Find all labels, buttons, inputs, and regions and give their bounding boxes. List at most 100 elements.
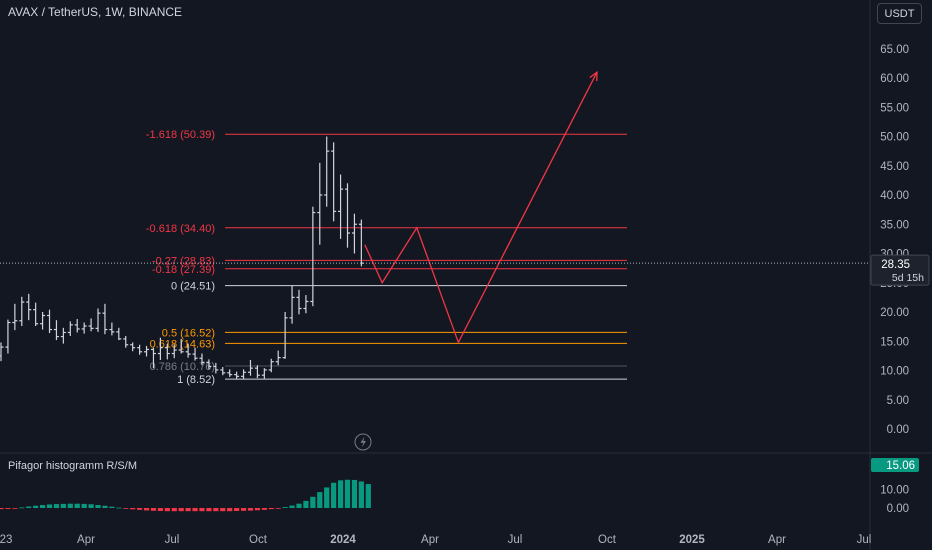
projection-path[interactable] — [364, 71, 598, 345]
candle — [67, 321, 73, 336]
histogram-bar — [324, 487, 330, 508]
candle — [5, 319, 11, 354]
indicator-tick-label: 10.00 — [880, 484, 909, 496]
histogram-bar — [234, 508, 240, 511]
symbol-title[interactable]: AVAX / TetherUS, 1W, BINANCE — [8, 5, 183, 19]
price-axis[interactable]: 65.0060.0055.0050.0045.0040.0035.0030.00… — [880, 44, 909, 515]
price-tick-label: 65.00 — [880, 44, 909, 56]
candle — [338, 174, 344, 239]
currency-button[interactable]: USDT — [877, 3, 922, 24]
candle — [164, 343, 170, 360]
candle — [282, 312, 288, 359]
time-tick-label: Apr — [77, 534, 95, 546]
histogram-bar — [109, 506, 115, 508]
histogram-bar — [53, 504, 60, 508]
candle — [303, 295, 309, 314]
histogram-bar — [268, 508, 274, 510]
price-tick-label: 50.00 — [880, 132, 909, 144]
histogram-bar — [199, 508, 205, 512]
candle — [102, 303, 108, 335]
histogram-bar — [220, 508, 226, 512]
projection-arrowhead — [589, 70, 598, 82]
histogram-bar — [95, 505, 101, 508]
candle — [123, 335, 129, 348]
candle — [178, 338, 184, 354]
price-tick-label: 45.00 — [880, 161, 909, 173]
indicator-tick-label: 0.00 — [887, 503, 909, 515]
candle — [144, 345, 150, 357]
candle — [289, 285, 295, 324]
histogram-bar — [81, 503, 87, 508]
fib-level-label: 0.618 (14.63) — [150, 338, 215, 350]
time-axis[interactable]: 23 Apr Jul Oct 2024 Apr Jul Oct 2025 Apr Jul — [0, 534, 871, 546]
candle — [40, 312, 46, 330]
candle — [157, 337, 163, 360]
histogram-bar — [240, 508, 247, 511]
histogram-bar — [275, 508, 281, 509]
fib-level-label: -0.27 (28.83) — [152, 255, 215, 267]
projection-path-layer[interactable] — [364, 70, 598, 345]
candle — [247, 359, 253, 376]
histogram-bar — [116, 507, 122, 509]
histogram-bar — [310, 496, 316, 508]
histogram-bar — [46, 504, 53, 508]
histogram-layer — [0, 479, 371, 512]
candle — [275, 350, 281, 366]
histogram-bar — [185, 508, 191, 512]
price-tick-label: 15.00 — [880, 336, 909, 348]
candle — [351, 213, 357, 254]
fib-retracement-layer[interactable]: -1.618 (50.39) -0.618 (34.40) -0.27 (28.83… — [146, 129, 627, 386]
candle — [0, 342, 4, 362]
histogram-bar — [19, 507, 25, 509]
histogram-bar — [164, 508, 170, 512]
histogram-bar — [296, 503, 302, 508]
time-tick-label: Oct — [598, 534, 617, 546]
fib-level-label: -0.618 (34.40) — [146, 223, 215, 235]
time-tick-label: Jul — [857, 534, 872, 546]
price-tick-label: 5.00 — [887, 395, 909, 407]
indicator-last-value: 15.06 — [886, 460, 915, 472]
histogram-bar — [227, 508, 233, 512]
histogram-bar — [130, 508, 136, 510]
time-tick-label: Oct — [249, 534, 268, 546]
histogram-bar — [317, 492, 323, 508]
candle — [227, 369, 233, 377]
candle — [185, 343, 191, 358]
indicator-title[interactable]: Pifagor histogramm R/S/M — [8, 460, 137, 472]
candle — [74, 319, 80, 333]
candle — [192, 347, 198, 361]
histogram-bar — [150, 508, 157, 511]
fib-level-label: -1.618 (50.39) — [146, 129, 215, 141]
candle — [317, 162, 323, 245]
indicator-value-badge: 15.06 — [871, 458, 919, 472]
histogram-bar — [289, 505, 295, 508]
candle — [95, 308, 101, 332]
price-tick-label: 40.00 — [880, 190, 909, 202]
candle — [234, 371, 240, 379]
time-tick-label: 2024 — [330, 534, 356, 546]
histogram-bar — [60, 503, 66, 508]
candle — [53, 320, 59, 341]
histogram-bar — [33, 505, 39, 508]
time-tick-label: 2025 — [679, 534, 705, 546]
time-tick-label: Apr — [768, 534, 786, 546]
histogram-bar — [39, 505, 46, 508]
histogram-bar — [157, 508, 163, 511]
price-tick-label: 35.00 — [880, 219, 909, 231]
time-tick-label: Jul — [508, 534, 523, 546]
candle — [213, 362, 219, 374]
histogram-bar — [351, 479, 358, 508]
histogram-bar — [143, 508, 150, 511]
histogram-bar — [206, 508, 212, 512]
time-tick-label: 23 — [0, 534, 12, 546]
lightning-icon[interactable] — [354, 433, 372, 451]
candle — [81, 322, 87, 334]
histogram-bar — [213, 508, 219, 512]
price-tick-label: 60.00 — [880, 73, 909, 85]
histogram-bar — [365, 484, 371, 508]
candle — [12, 303, 18, 331]
candle — [60, 327, 66, 344]
